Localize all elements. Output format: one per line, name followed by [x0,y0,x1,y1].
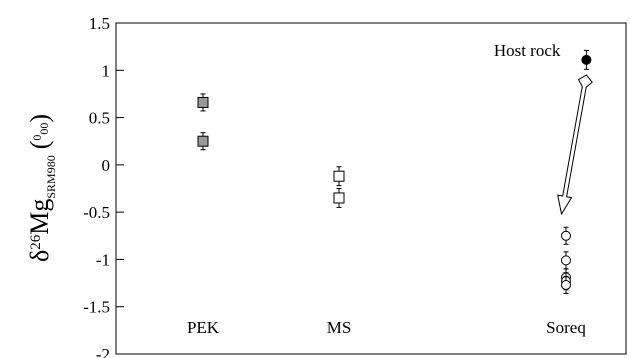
category-label: MS [327,318,352,337]
category-labels: PEK MS Soreq [187,318,586,337]
data-point-circle [561,230,571,241]
y-label-unit-den: 00 [37,123,51,135]
data-point-square [197,135,209,147]
y-axis-ticks: 1.5 1 0.5 0 -0.5 -1 -1.5 -2 [83,14,124,358]
category-label: Soreq [546,318,586,337]
category-label: PEK [187,318,220,337]
y-tick-label: 0 [102,156,111,175]
y-label-unit-num: 0 [30,135,44,141]
y-label-element: Mg [25,199,54,235]
data-point-square [197,96,209,108]
svg-text:δ26MgSRM980(000): δ26MgSRM980 (000) [25,114,58,262]
data-point-square [333,192,345,204]
y-tick-label: -0.5 [83,203,110,222]
y-tick-label: 0.5 [89,109,110,128]
y-tick-label: -1.5 [83,298,110,317]
arrow-shape [557,74,593,216]
y-tick-label: 1.5 [89,14,110,33]
data-points [197,49,592,294]
arrow [557,74,593,216]
plot-frame [115,22,627,355]
y-label-delta: δ [25,250,54,262]
y-label-paren-close: ) [25,114,54,123]
host-rock-label: Host rock [494,41,561,60]
y-tick-label: -2 [96,345,110,358]
y-axis-label: δ26MgSRM980 (000) [25,114,58,262]
data-point-circle [561,255,571,266]
data-point-circle [581,54,592,65]
y-label-subscript: SRM980 [44,155,58,198]
data-point-circle [561,279,571,290]
y-label-paren-open: ( [25,141,54,150]
y-label-superscript: 26 [28,234,44,250]
y-tick-label: 1 [102,61,111,80]
data-point-square [333,170,345,182]
y-tick-label: -1 [96,250,110,269]
